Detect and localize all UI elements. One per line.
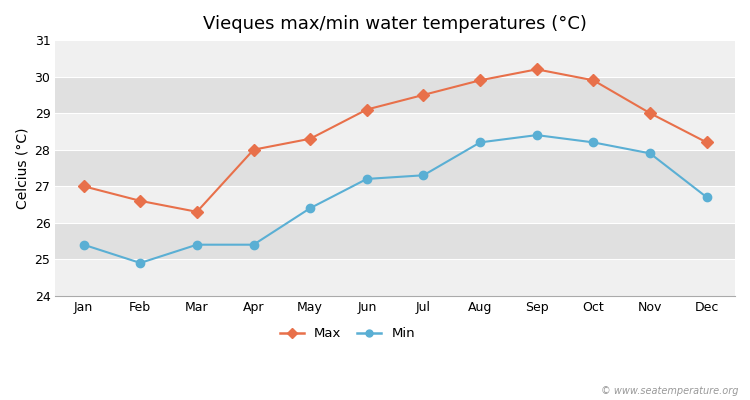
- Bar: [56, 186, 735, 223]
- Text: © www.seatemperature.org: © www.seatemperature.org: [602, 386, 739, 396]
- Legend: Max, Min: Max, Min: [274, 322, 421, 346]
- Title: Vieques max/min water temperatures (°C): Vieques max/min water temperatures (°C): [203, 15, 587, 33]
- Bar: [56, 259, 735, 296]
- Bar: [56, 113, 735, 150]
- Bar: [56, 77, 735, 113]
- Bar: [56, 150, 735, 186]
- Bar: [56, 40, 735, 77]
- Bar: [56, 223, 735, 259]
- Y-axis label: Celcius (°C): Celcius (°C): [15, 127, 29, 209]
